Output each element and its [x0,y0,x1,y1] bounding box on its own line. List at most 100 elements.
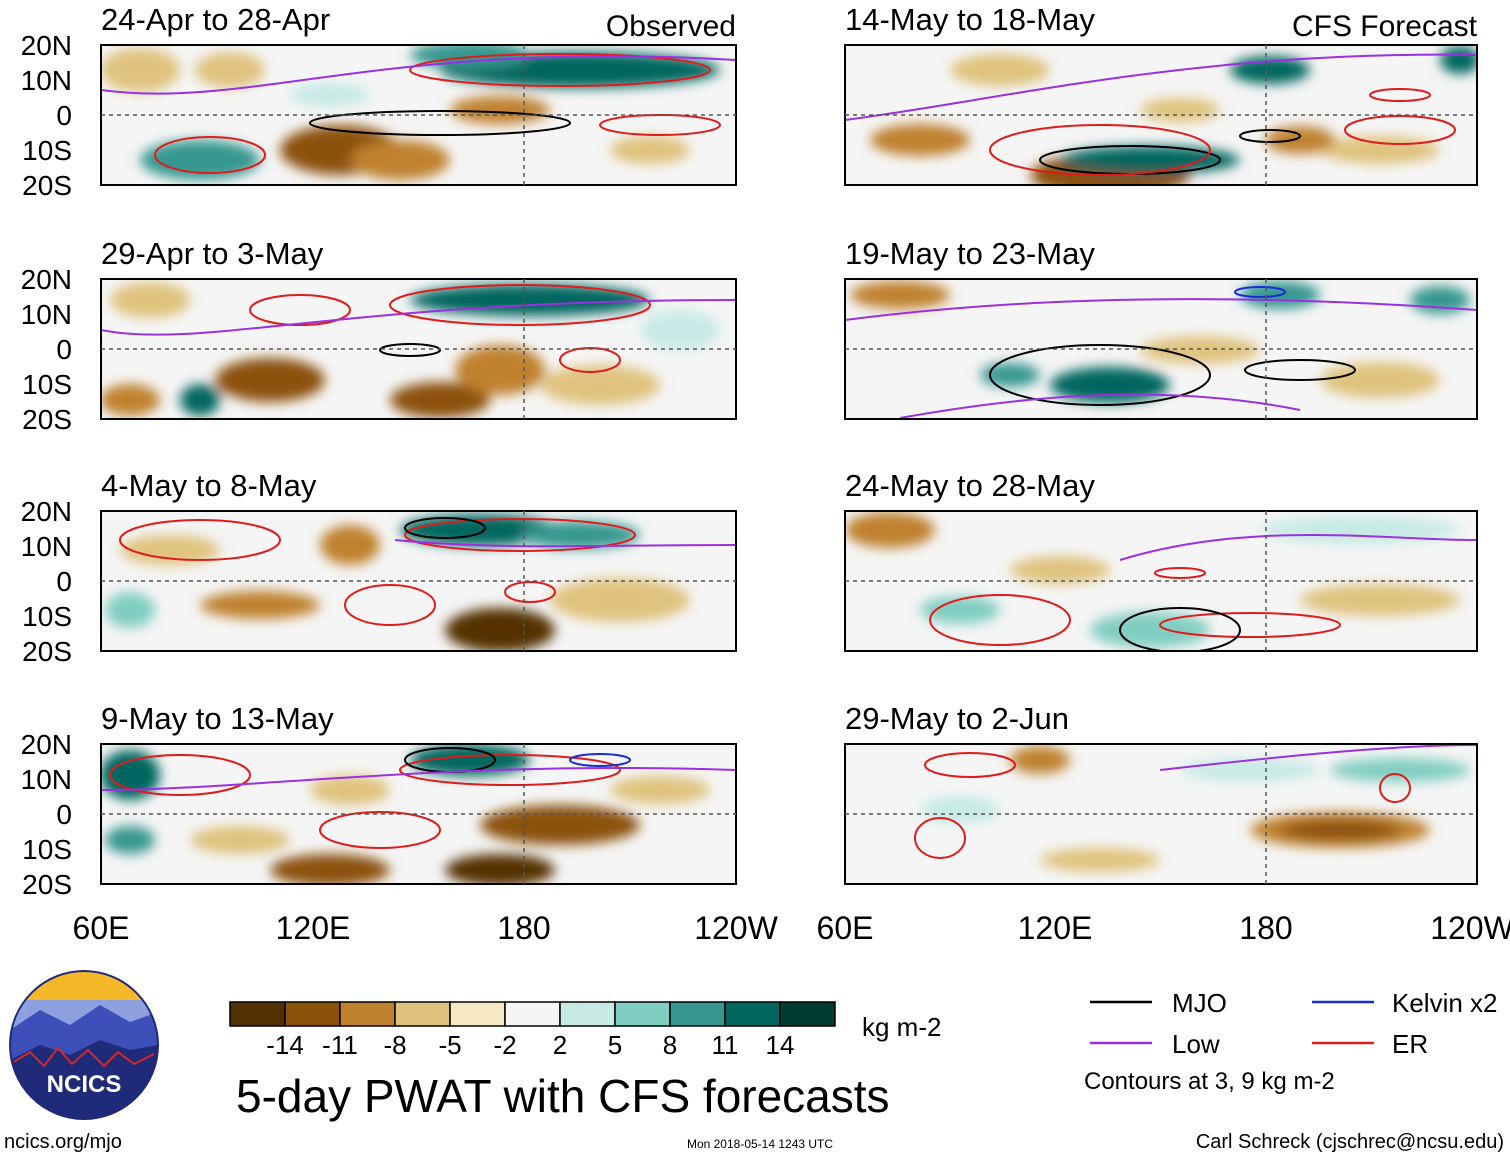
colorbar-swatch [779,1001,836,1027]
colorbar-swatch [339,1001,396,1027]
svg-text:20S: 20S [22,404,72,435]
colorbar-tick-label: -11 [322,1030,358,1060]
svg-text:180: 180 [497,910,550,946]
svg-text:20N: 20N [21,496,72,527]
svg-text:0: 0 [56,100,72,131]
svg-text:20S: 20S [22,869,72,900]
svg-text:120W: 120W [1430,910,1510,946]
svg-text:10N: 10N [21,65,72,96]
svg-text:60E: 60E [73,910,130,946]
ncics-logo: NCICS [9,970,159,1120]
pwat-anomaly-field [850,281,1470,403]
pwat-anomaly-field [105,514,690,651]
colorbar-tick-label: -8 [383,1030,406,1060]
lat-labels: 20N 10N 0 10S 20S 20N 10N 0 10S 20S 20N … [21,30,72,900]
map-panel: 24-Apr to 28-Apr Observed [100,2,737,186]
footer-url: ncics.org/mjo [4,1131,122,1153]
contours [914,744,1477,859]
panel-title: 19-May to 23-May [845,236,1095,271]
svg-text:0: 0 [56,799,72,830]
colorbar-tick-label: 14 [766,1030,795,1060]
map-panel: 9-May to 13-May [100,701,737,885]
svg-text:20N: 20N [21,264,72,295]
panel-title: 29-Apr to 3-May [101,236,324,271]
colorbar-swatch [229,1001,286,1027]
legend-note: Contours at 3, 9 kg m-2 [1084,1068,1335,1095]
legend-er: ER [1392,1029,1428,1059]
svg-text:20S: 20S [22,636,72,667]
svg-text:10N: 10N [21,299,72,330]
colorbar-tick-label: -5 [438,1030,461,1060]
footer-author: Carl Schreck (cjschrec@ncsu.edu) [1196,1131,1504,1153]
svg-text:20N: 20N [21,729,72,760]
colorbar-units: kg m-2 [862,1012,941,1042]
lon-labels: 60E 120E 180 120W 60E 120E 180 120W [73,910,1510,946]
contours [845,53,1477,176]
map-panel: 24-May to 28-May [844,468,1478,652]
footer-timestamp: Mon 2018-05-14 1243 UTC [687,1137,833,1151]
colorbar-tick-label: 5 [608,1030,622,1060]
svg-text:0: 0 [56,334,72,365]
svg-text:20N: 20N [21,30,72,61]
svg-text:10S: 10S [22,135,72,166]
legend-kelvin: Kelvin x2 [1392,988,1498,1018]
legend-mjo: MJO [1172,988,1227,1018]
svg-text:10N: 10N [21,531,72,562]
pwat-anomaly-field [101,282,720,418]
colorbar-swatch [394,1001,451,1027]
colorbar-swatch [724,1001,781,1027]
svg-text:0: 0 [56,566,72,597]
pwat-anomaly-field [920,746,1470,872]
contours [101,747,736,849]
legend: MJO Kelvin x2 Low ER Contours at 3, 9 kg… [1084,988,1498,1095]
panel-title: 24-Apr to 28-Apr [101,2,330,37]
pwat-anomaly-field [101,744,710,884]
svg-text:120W: 120W [694,910,778,946]
contours [101,284,736,373]
panel-title: 29-May to 2-Jun [845,701,1069,736]
colorbar-swatch [284,1001,341,1027]
svg-text:10N: 10N [21,764,72,795]
legend-low: Low [1172,1029,1220,1059]
colorbar-tick-label: 8 [663,1030,677,1060]
contours [119,517,736,626]
svg-text:120E: 120E [1018,910,1093,946]
logo-text: NCICS [47,1071,122,1098]
colorbar-tick-label: 11 [712,1030,739,1060]
map-panel: 29-Apr to 3-May [100,236,737,420]
svg-text:20S: 20S [22,170,72,201]
contours [845,286,1477,419]
svg-text:10S: 10S [22,601,72,632]
colorbar-swatch [559,1001,616,1027]
panel-title: 9-May to 13-May [101,701,334,736]
contours [101,53,736,174]
panel-title: 14-May to 18-May [845,2,1095,37]
colorbar: -14 -11 -8 -5 -2 2 5 8 11 14 kg m-2 [229,1001,941,1060]
pwat-anomaly-field [870,46,1477,185]
svg-text:120E: 120E [276,910,351,946]
colorbar-swatch [669,1001,726,1027]
map-panel: 29-May to 2-Jun [844,701,1478,885]
panel-title: 4-May to 8-May [101,468,317,503]
panel-title: 24-May to 28-May [845,468,1095,503]
svg-text:180: 180 [1239,910,1292,946]
colorbar-swatch [504,1001,561,1027]
pwat-anomaly-field [101,45,720,180]
colorbar-swatch [449,1001,506,1027]
panel-tag: Observed [606,10,736,43]
svg-text:60E: 60E [817,910,874,946]
map-panel: 14-May to 18-May CFS Forecast [844,2,1478,186]
map-panel: 19-May to 23-May [844,236,1478,420]
map-panel: 4-May to 8-May [100,468,737,652]
panel-tag: CFS Forecast [1292,10,1478,43]
contours [929,534,1477,651]
reference-lines [101,45,1477,884]
pwat-anomaly-field [845,512,1460,648]
svg-text:10S: 10S [22,369,72,400]
main-title: 5-day PWAT with CFS forecasts [236,1070,890,1122]
colorbar-tick-label: -2 [493,1030,516,1060]
colorbar-tick-label: 2 [553,1030,567,1060]
colorbar-swatch [614,1001,671,1027]
svg-text:10S: 10S [22,834,72,865]
